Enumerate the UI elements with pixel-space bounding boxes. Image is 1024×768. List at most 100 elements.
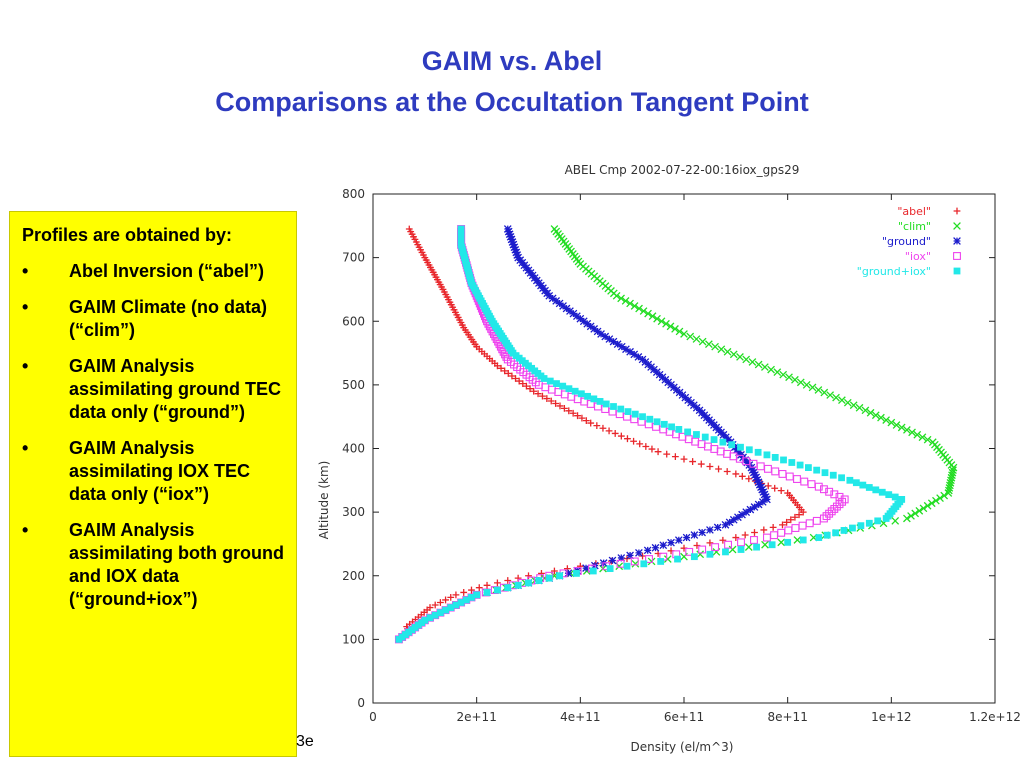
data-point <box>838 396 846 405</box>
data-point <box>744 543 753 551</box>
data-point <box>680 552 688 561</box>
x-tick-label: 2e+11 <box>456 710 496 724</box>
data-point <box>503 225 512 233</box>
data-point <box>761 363 769 371</box>
data-point <box>840 495 849 504</box>
x-tick-label: 0 <box>369 710 377 724</box>
data-point <box>874 517 882 525</box>
data-point <box>574 412 581 420</box>
data-point <box>452 591 460 599</box>
data-point <box>639 552 646 560</box>
data-point <box>749 468 758 477</box>
data-point <box>908 428 916 437</box>
data-point <box>617 554 626 562</box>
data-point <box>715 465 722 473</box>
data-point <box>710 436 718 443</box>
data-point <box>508 372 516 380</box>
list-item: • GAIM Analysis assimilating both ground … <box>22 519 288 611</box>
data-point <box>737 538 745 547</box>
data-point <box>693 431 700 438</box>
bullet-icon: • <box>22 438 29 458</box>
data-point <box>779 521 786 529</box>
data-point <box>452 601 460 609</box>
data-point <box>748 358 757 366</box>
data-point <box>830 504 839 513</box>
data-point <box>936 494 944 502</box>
data-point <box>711 342 719 351</box>
data-point <box>513 251 522 259</box>
data-point <box>556 572 563 580</box>
data-point <box>838 497 847 506</box>
data-point <box>861 406 870 415</box>
data-point <box>753 475 762 484</box>
y-tick-label: 0 <box>357 696 365 710</box>
data-point <box>657 558 665 565</box>
data-point <box>755 480 764 489</box>
data-point <box>605 427 613 435</box>
data-point <box>763 495 771 504</box>
data-point <box>638 355 647 364</box>
data-point <box>846 476 854 484</box>
data-point <box>525 572 532 580</box>
data-point <box>617 294 625 303</box>
legend-label: "ground+iox" <box>857 265 931 278</box>
data-point <box>706 463 714 470</box>
data-point <box>643 546 652 555</box>
data-point <box>826 391 835 399</box>
data-point <box>639 307 648 315</box>
data-point <box>812 516 821 525</box>
data-point <box>885 491 893 499</box>
data-point <box>907 512 915 520</box>
legend-marker <box>953 222 961 230</box>
data-point <box>802 381 811 389</box>
data-point <box>636 440 644 448</box>
data-point <box>519 380 527 388</box>
data-point <box>891 493 899 501</box>
data-point <box>778 469 787 478</box>
data-point <box>667 538 675 547</box>
list-item-text: Abel Inversion (“abel”) <box>69 261 265 281</box>
data-point <box>754 500 763 509</box>
data-point <box>791 524 800 532</box>
data-point <box>457 599 465 606</box>
data-point <box>796 378 805 387</box>
data-point <box>779 370 788 379</box>
data-point <box>426 614 434 622</box>
data-point <box>475 584 483 592</box>
data-point <box>647 557 656 566</box>
data-point <box>713 523 722 532</box>
data-point <box>565 407 573 415</box>
data-point <box>503 355 512 364</box>
y-tick-label: 600 <box>342 314 365 328</box>
data-point <box>768 541 776 549</box>
data-point <box>698 528 707 537</box>
data-point <box>819 514 828 523</box>
data-point <box>903 514 911 523</box>
data-point <box>668 423 675 431</box>
data-point <box>690 531 699 539</box>
data-point <box>820 388 829 397</box>
data-point <box>791 375 799 384</box>
data-point <box>919 504 928 513</box>
data-point <box>648 445 656 453</box>
data-point <box>823 531 831 539</box>
data-point <box>460 589 468 596</box>
legend-marker <box>953 237 961 245</box>
data-point <box>654 448 662 456</box>
data-point <box>785 472 794 481</box>
data-point <box>825 487 834 496</box>
data-point <box>525 579 532 587</box>
data-point <box>526 385 534 393</box>
data-point <box>732 534 740 541</box>
data-point <box>832 502 841 511</box>
data-point <box>431 611 439 619</box>
data-point <box>560 404 568 412</box>
list-item-text: GAIM Analysis assimilating IOX TEC data … <box>69 438 251 504</box>
legend-marker <box>953 267 961 275</box>
data-point <box>447 604 455 611</box>
data-point <box>800 477 809 486</box>
data-point <box>497 364 505 372</box>
data-point <box>725 518 734 527</box>
data-point <box>657 317 666 326</box>
data-point <box>426 604 434 611</box>
